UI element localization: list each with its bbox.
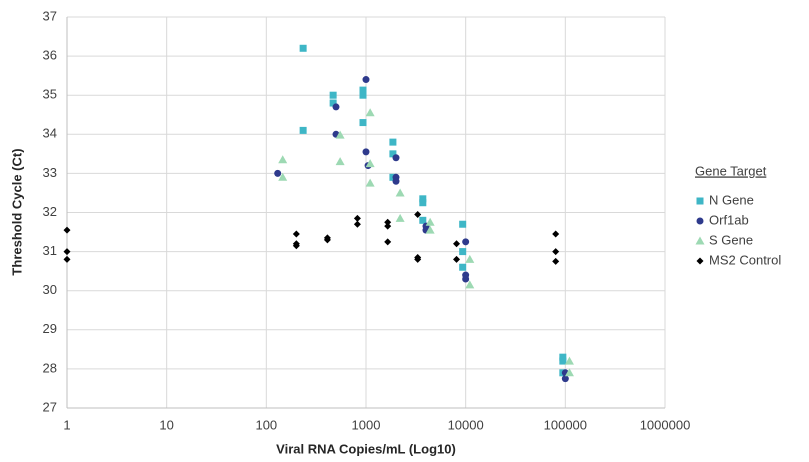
y-tick-label: 29	[43, 321, 57, 336]
x-tick-label: 10	[159, 417, 173, 432]
point	[278, 155, 288, 164]
point	[63, 248, 71, 256]
legend-label: S Gene	[709, 232, 753, 247]
point	[359, 119, 367, 127]
point	[414, 210, 422, 218]
point	[278, 172, 288, 181]
point	[465, 280, 475, 289]
point	[329, 99, 337, 107]
point	[362, 148, 370, 156]
y-tick-label: 28	[43, 360, 57, 375]
legend-label: Orf1ab	[709, 212, 749, 227]
point	[365, 159, 375, 168]
point	[459, 220, 467, 228]
point	[419, 216, 427, 224]
y-tick-label: 35	[43, 87, 57, 102]
point	[453, 255, 461, 263]
y-tick-label: 32	[43, 204, 57, 219]
point	[335, 157, 345, 166]
legend-marker	[696, 217, 704, 225]
point	[332, 103, 340, 111]
point	[392, 177, 400, 185]
x-tick-label: 100000	[544, 417, 587, 432]
point	[552, 230, 560, 238]
point	[395, 188, 405, 197]
x-tick-label: 1	[63, 417, 70, 432]
point	[552, 248, 560, 256]
x-tick-label: 100	[255, 417, 277, 432]
point	[395, 213, 405, 222]
point	[323, 236, 331, 244]
point	[564, 368, 574, 377]
point	[559, 357, 567, 365]
y-tick-label: 34	[43, 126, 57, 141]
point	[292, 242, 300, 250]
legend-marker	[695, 236, 705, 245]
point	[453, 240, 461, 248]
y-tick-label: 37	[43, 8, 57, 23]
x-tick-label: 1000	[352, 417, 381, 432]
point	[559, 353, 567, 361]
y-axis-title: Threshold Cycle (Ct)	[9, 148, 24, 275]
point	[274, 169, 282, 177]
point	[392, 154, 400, 162]
point	[419, 195, 427, 203]
point	[425, 217, 435, 226]
point	[564, 356, 574, 365]
x-tick-label: 10000	[448, 417, 484, 432]
point	[389, 150, 397, 158]
y-tick-label: 31	[43, 243, 57, 258]
point	[462, 238, 470, 246]
point	[384, 218, 392, 226]
point	[292, 230, 300, 238]
point	[63, 255, 71, 263]
point	[329, 91, 337, 99]
point	[299, 126, 307, 134]
point	[362, 76, 370, 84]
point	[359, 91, 367, 99]
point	[419, 199, 427, 207]
point	[359, 86, 367, 94]
point	[353, 220, 361, 228]
point	[335, 130, 345, 139]
point	[389, 138, 397, 146]
y-tick-label: 33	[43, 165, 57, 180]
y-tick-label: 36	[43, 48, 57, 63]
point	[414, 255, 422, 263]
point	[365, 108, 375, 117]
legend-title: Gene Target	[695, 163, 767, 178]
point	[552, 257, 560, 265]
point	[561, 375, 569, 383]
point	[384, 222, 392, 230]
legend-label: MS2 Control	[709, 252, 781, 267]
point	[462, 275, 470, 283]
x-axis-title: Viral RNA Copies/mL (Log10)	[276, 441, 456, 456]
point	[365, 178, 375, 187]
point	[353, 214, 361, 222]
legend-label: N Gene	[709, 192, 754, 207]
point	[459, 248, 467, 256]
y-tick-label: 27	[43, 399, 57, 414]
point	[459, 263, 467, 271]
y-tick-label: 30	[43, 282, 57, 297]
legend-marker	[696, 257, 704, 265]
point	[384, 238, 392, 246]
point	[299, 44, 307, 52]
point	[465, 254, 475, 263]
point	[425, 225, 435, 234]
x-tick-label: 1000000	[640, 417, 691, 432]
legend-marker	[696, 197, 704, 205]
point	[63, 226, 71, 234]
